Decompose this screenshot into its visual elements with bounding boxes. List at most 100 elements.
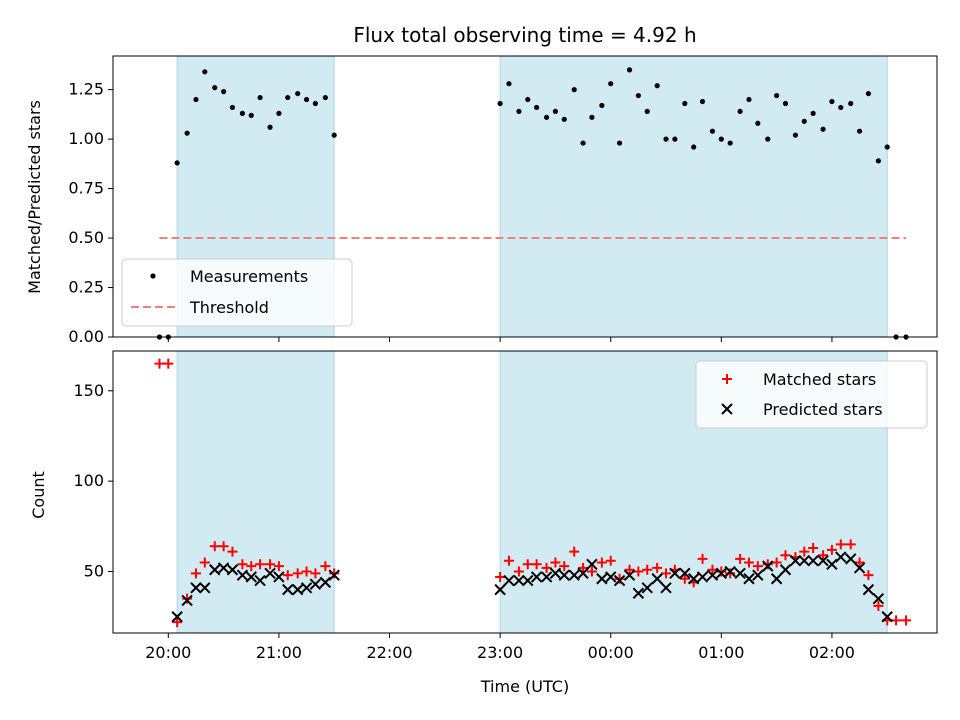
- matched-stars-point: [227, 546, 238, 557]
- measurement-point: [229, 104, 236, 111]
- matched-stars-point: [154, 358, 165, 369]
- predicted-stars-point: [853, 562, 866, 574]
- matched-stars-point: [873, 600, 884, 611]
- predicted-stars-point: [245, 571, 257, 583]
- legend-measurements-label: Measurements: [190, 267, 308, 286]
- matched-stars-point: [854, 557, 865, 568]
- measurement-point: [608, 81, 614, 87]
- x-axis-label: Time (UTC): [480, 677, 569, 696]
- measurement-point: [516, 108, 522, 115]
- x-tick-label: 20:00: [145, 643, 191, 662]
- predicted-stars-point: [817, 554, 829, 567]
- ratio-y-tick-label: 1.00: [68, 129, 104, 148]
- predicted-stars-point: [835, 551, 847, 563]
- predicted-stars-point: [862, 583, 875, 596]
- measurement-point: [616, 140, 623, 146]
- matched-stars-point: [771, 557, 782, 568]
- predicted-stars-point: [651, 573, 663, 585]
- matched-stars-point: [818, 550, 829, 561]
- predicted-stars-point: [743, 573, 755, 585]
- predicted-stars-point: [641, 582, 653, 594]
- measurement-point: [580, 140, 586, 146]
- predicted-stars-point: [632, 587, 645, 599]
- matched-stars-point: [190, 568, 201, 579]
- measurement-point: [312, 100, 319, 107]
- measurement-point: [248, 112, 254, 118]
- matched-stars-point: [863, 570, 874, 581]
- predicted-stars-point: [715, 567, 728, 580]
- matched-stars-point: [301, 566, 312, 577]
- matched-stars-point: [282, 570, 293, 581]
- predicted-stars-point: [190, 582, 202, 594]
- matched-stars-point: [255, 559, 266, 570]
- predicted-stars-point: [660, 582, 672, 594]
- matched-stars-point: [237, 559, 248, 570]
- measurement-point: [774, 92, 780, 99]
- predicted-stars-point: [881, 611, 893, 623]
- predicted-stars-point: [623, 569, 636, 581]
- predicted-stars-point: [845, 553, 857, 565]
- measurement-point: [202, 69, 208, 75]
- matched-stars-point: [808, 543, 819, 554]
- predicted-stars-point: [319, 576, 332, 589]
- predicted-stars-point: [596, 573, 608, 585]
- predicted-stars-point: [613, 574, 626, 587]
- measurement-point: [599, 102, 605, 109]
- measurement-point: [212, 85, 218, 91]
- matched-stars-point: [320, 561, 331, 572]
- measurement-point: [506, 81, 512, 87]
- measurement-point: [838, 104, 844, 111]
- predicted-stars-point: [734, 567, 746, 580]
- predicted-stars-point: [309, 578, 322, 590]
- bottom-legend: Matched stars Predicted stars: [695, 360, 928, 429]
- matched-stars-point: [246, 561, 257, 572]
- predicted-stars-point: [254, 574, 266, 587]
- x-tick-label: 22:00: [366, 643, 412, 662]
- measurement-point: [801, 118, 807, 124]
- matched-stars-point: [310, 568, 321, 579]
- measurement-point: [571, 87, 577, 93]
- measurement-point: [331, 132, 337, 138]
- legend-predicted-label: Predicted stars: [763, 400, 883, 419]
- measurement-point: [257, 94, 263, 101]
- measurement-point: [856, 128, 863, 134]
- measurement-point: [792, 132, 799, 138]
- count-y-tick-label: 150: [73, 381, 104, 400]
- measurement-point: [875, 158, 881, 164]
- ratio-observing-window-span: [499, 55, 888, 338]
- predicted-stars-point: [171, 611, 183, 623]
- measurement-point: [663, 136, 669, 142]
- matched-stars-point: [735, 553, 746, 564]
- measurement-point: [184, 130, 190, 136]
- predicted-stars-point: [236, 569, 249, 581]
- matched-stars-point: [586, 566, 597, 577]
- matched-stars-point: [503, 555, 514, 566]
- matched-stars-point: [550, 557, 561, 568]
- predicted-stars-point: [586, 558, 598, 571]
- measurement-point: [276, 110, 282, 116]
- measurement-point: [654, 83, 660, 89]
- ratio-y-tick-label: 0.75: [68, 179, 104, 198]
- measurement-point: [322, 94, 328, 101]
- measurement-point: [221, 89, 227, 95]
- ratio-y-tick-label: 0.00: [68, 327, 104, 346]
- matched-stars-point: [697, 553, 708, 564]
- matched-stars-point: [762, 559, 773, 570]
- predicted-stars-point: [687, 573, 700, 585]
- predicted-stars-point: [209, 564, 221, 576]
- predicted-stars-point: [282, 583, 294, 596]
- matched-stars-point: [661, 568, 672, 579]
- matched-stars-point: [901, 615, 912, 626]
- measurement-point: [303, 96, 310, 103]
- predicted-stars-point: [328, 569, 340, 581]
- matched-stars-point: [605, 555, 616, 566]
- measurement-point: [589, 114, 595, 120]
- predicted-stars-point: [540, 571, 553, 583]
- matched-stars-point: [273, 561, 284, 572]
- predicted-stars-point: [503, 574, 515, 587]
- predicted-stars-point: [558, 569, 570, 581]
- measurement-point: [497, 100, 503, 107]
- predicted-stars-point: [226, 564, 239, 576]
- measurement-point: [174, 160, 180, 166]
- measurement-point: [644, 108, 650, 115]
